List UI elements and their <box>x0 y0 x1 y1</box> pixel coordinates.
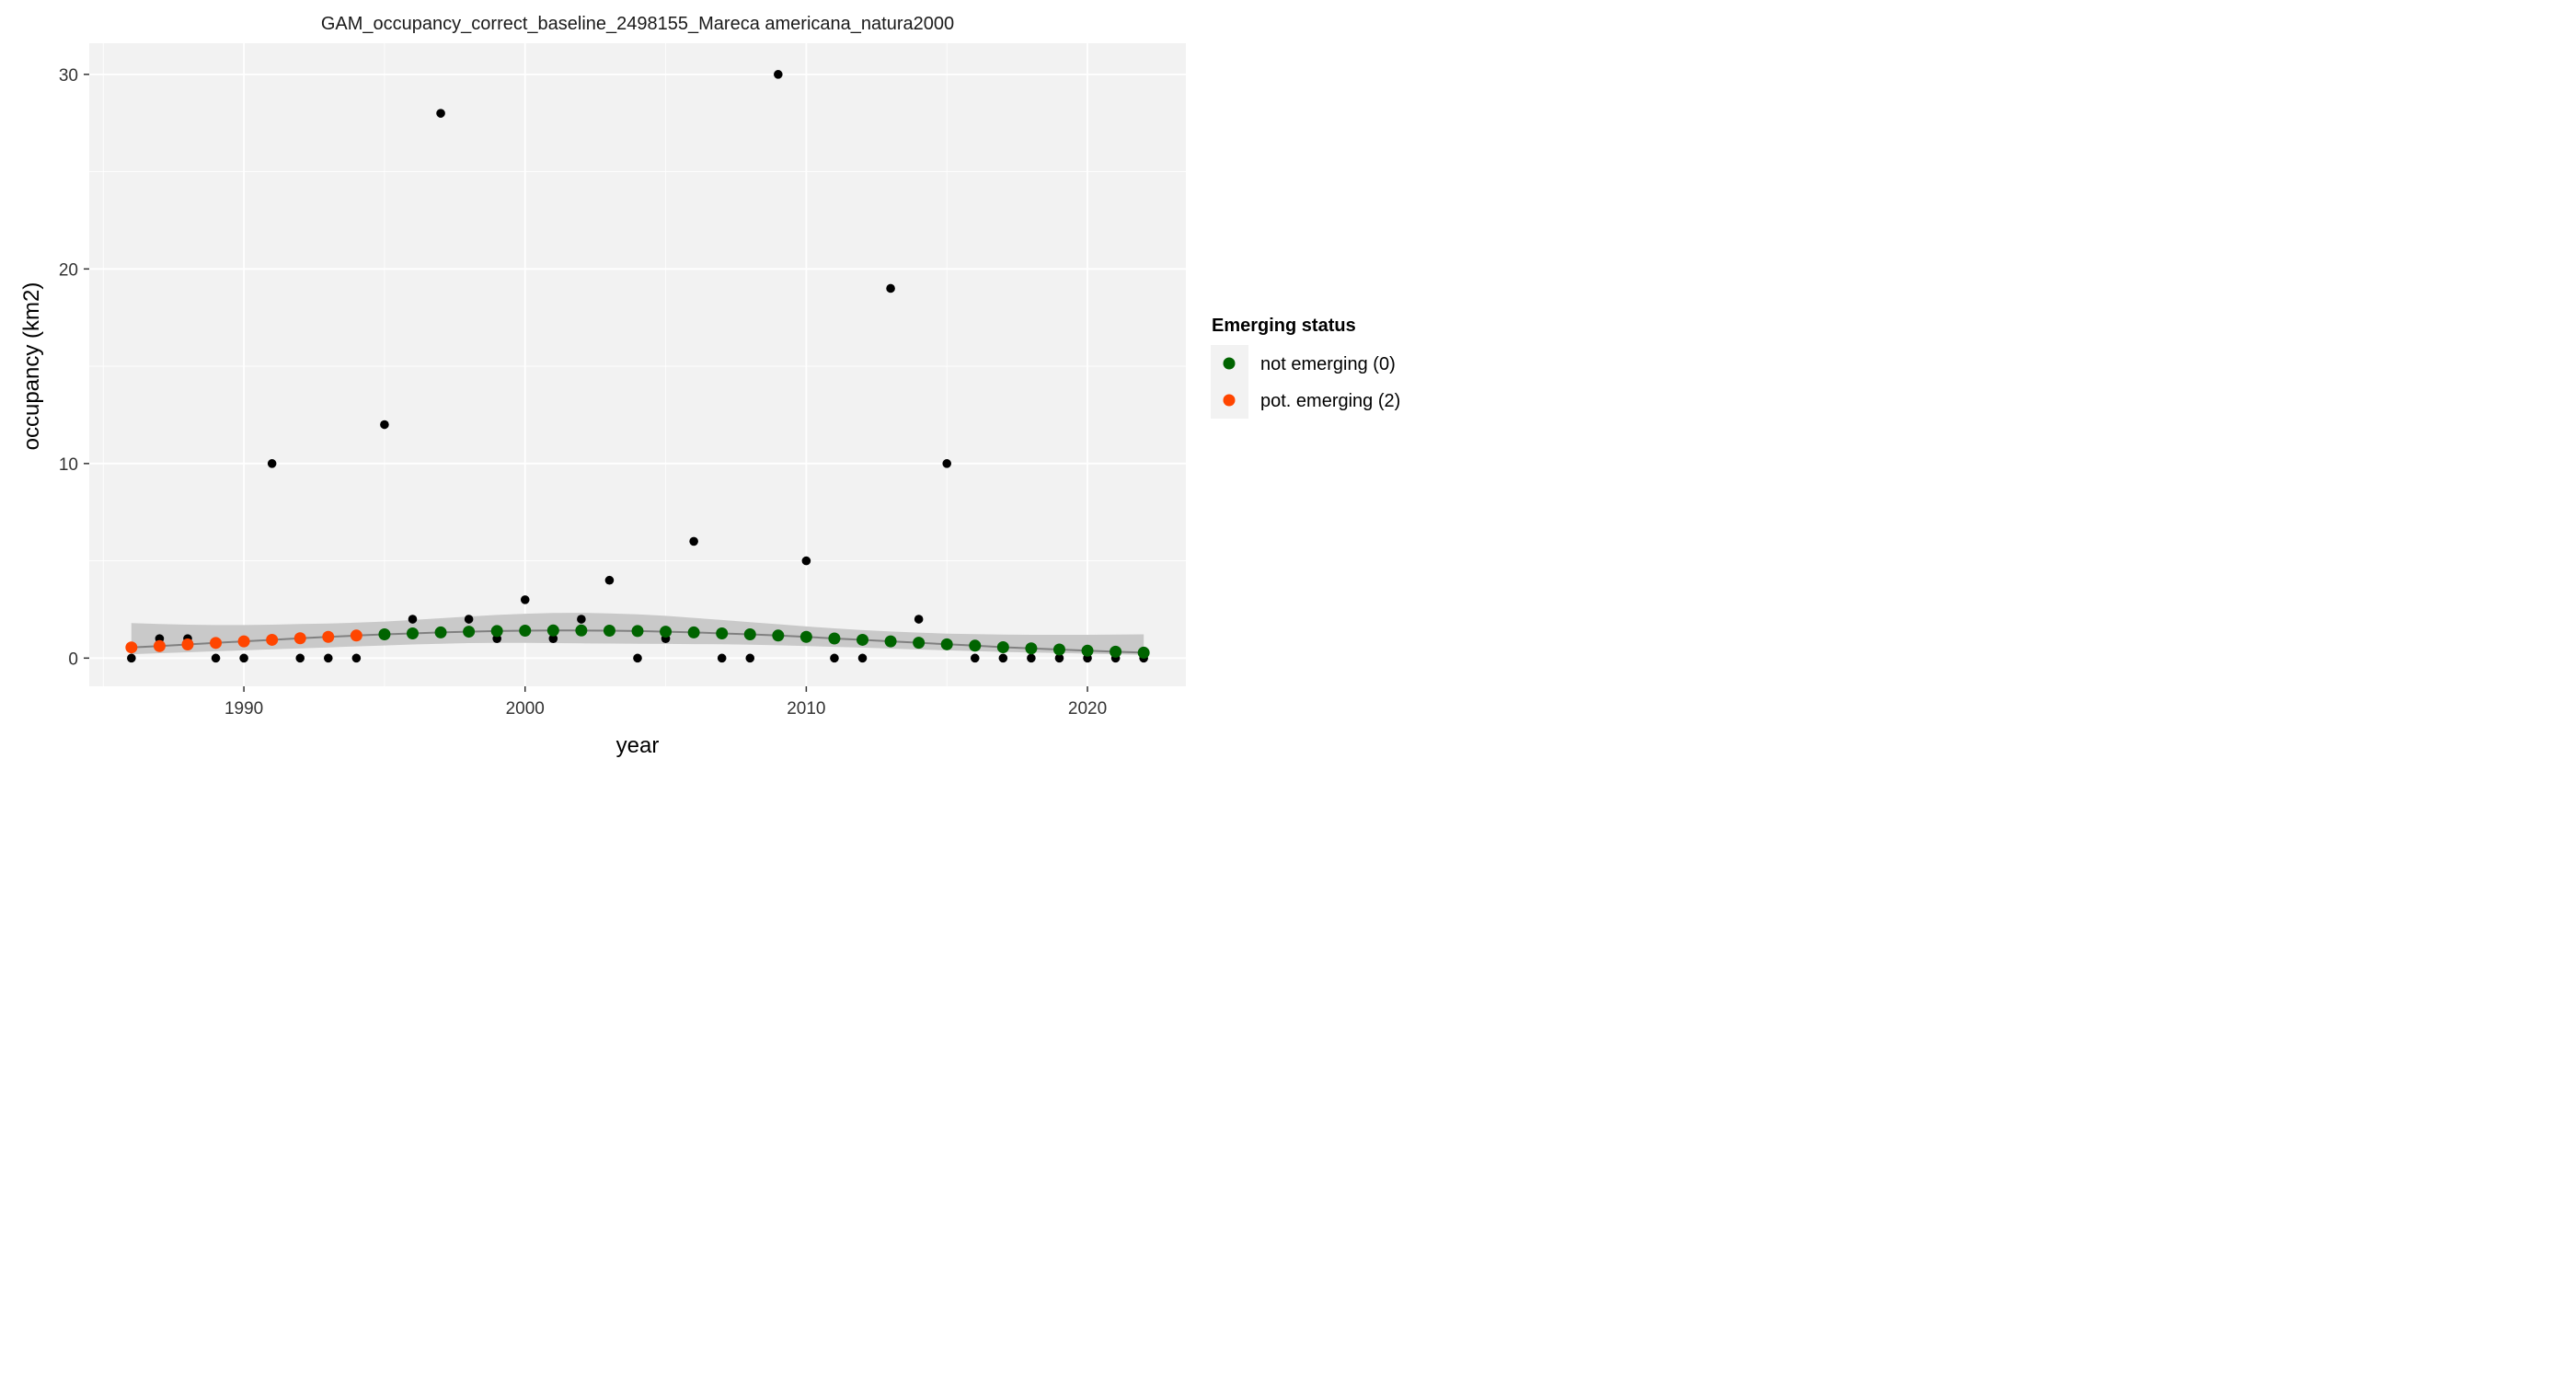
observed-point <box>464 615 474 624</box>
legend-key-pot-emerging <box>1223 394 1236 407</box>
fitted-point-not-emerging <box>772 629 785 642</box>
fitted-point-not-emerging <box>1081 644 1094 657</box>
fitted-point-not-emerging <box>1025 642 1038 655</box>
x-tick-label: 2020 <box>1068 699 1107 719</box>
observed-point <box>998 653 1008 663</box>
fitted-point-not-emerging <box>913 637 926 650</box>
fitted-point-not-emerging <box>828 632 841 645</box>
fitted-point-pot-emerging <box>266 633 279 646</box>
observed-point <box>801 556 811 566</box>
observed-point <box>323 653 333 663</box>
observed-point <box>351 653 362 663</box>
y-axis-title: occupancy (km2) <box>19 282 44 451</box>
observed-point <box>408 615 418 624</box>
x-axis: 1990 2000 2010 2020 <box>224 686 1107 719</box>
plot-panel <box>89 43 1186 686</box>
observed-point <box>745 653 755 663</box>
legend-label-not-emerging: not emerging (0) <box>1260 354 1396 374</box>
fitted-point-not-emerging <box>575 624 588 637</box>
fitted-point-not-emerging <box>1110 645 1122 658</box>
observed-point <box>857 653 868 663</box>
fitted-point-not-emerging <box>799 630 812 643</box>
observed-point <box>577 615 586 624</box>
fitted-point-not-emerging <box>884 635 897 648</box>
observed-point <box>211 653 221 663</box>
observed-point <box>127 653 136 663</box>
observed-point <box>886 283 895 293</box>
observed-point <box>633 653 642 663</box>
observed-point <box>970 653 980 663</box>
fitted-point-not-emerging <box>857 633 869 646</box>
grid-major <box>89 43 1186 686</box>
fitted-point-not-emerging <box>378 628 391 641</box>
observed-point <box>774 70 783 79</box>
fitted-point-not-emerging <box>1137 646 1150 659</box>
chart: GAM_occupancy_correct_baseline_2498155_M… <box>19 14 1400 758</box>
fitted-point-not-emerging <box>716 627 729 639</box>
fitted-point-pot-emerging <box>153 639 166 652</box>
fitted-point-not-emerging <box>969 639 982 652</box>
fitted-point-not-emerging <box>546 624 559 637</box>
y-tick-label: 30 <box>59 66 78 86</box>
legend-label-pot-emerging: pot. emerging (2) <box>1260 391 1400 411</box>
fitted-point-pot-emerging <box>210 637 223 650</box>
fitted-point-not-emerging <box>743 628 756 641</box>
fitted-point-not-emerging <box>490 625 503 638</box>
x-tick-label: 2000 <box>506 699 545 719</box>
fitted-point-not-emerging <box>660 626 673 638</box>
y-tick-label: 0 <box>68 650 78 669</box>
y-tick-label: 20 <box>59 260 78 280</box>
legend: Emerging status not emerging (0) pot. em… <box>1211 316 1400 419</box>
chart-title: GAM_occupancy_correct_baseline_2498155_M… <box>321 14 954 34</box>
fitted-point-not-emerging <box>1052 643 1065 656</box>
observed-point <box>548 634 558 643</box>
fitted-point-pot-emerging <box>322 630 335 643</box>
legend-title: Emerging status <box>1212 316 1356 336</box>
observed-point <box>1054 653 1064 663</box>
fitted-point-not-emerging <box>996 640 1009 653</box>
fitted-point-not-emerging <box>940 638 953 650</box>
fitted-points <box>125 624 1150 659</box>
observed-point <box>267 459 277 468</box>
fitted-point-pot-emerging <box>237 635 250 648</box>
fitted-point-pot-emerging <box>125 641 138 654</box>
x-tick-label: 1990 <box>224 699 263 719</box>
x-axis-title: year <box>616 733 660 758</box>
legend-key-not-emerging <box>1223 357 1236 370</box>
observed-point <box>380 420 389 430</box>
fitted-point-not-emerging <box>603 625 615 638</box>
y-axis: 0 10 20 30 <box>59 66 89 669</box>
fitted-point-pot-emerging <box>293 632 306 645</box>
observed-point <box>520 595 530 604</box>
x-tick-label: 2010 <box>787 699 825 719</box>
fitted-point-not-emerging <box>406 627 419 639</box>
observed-point <box>830 653 839 663</box>
grid-minor <box>89 43 1186 686</box>
fitted-point-not-emerging <box>463 626 476 638</box>
fitted-point-not-emerging <box>519 625 532 638</box>
fitted-point-pot-emerging <box>181 638 194 651</box>
observed-point <box>239 653 248 663</box>
observed-point <box>914 615 924 624</box>
fitted-point-pot-emerging <box>350 629 362 642</box>
observed-point <box>1027 653 1036 663</box>
fitted-point-not-emerging <box>631 625 644 638</box>
observed-point <box>689 536 698 546</box>
y-tick-label: 10 <box>59 455 78 475</box>
observed-point <box>942 459 952 468</box>
fitted-point-not-emerging <box>434 626 447 638</box>
fitted-point-not-emerging <box>687 626 700 638</box>
observed-point <box>295 653 305 663</box>
observed-point <box>717 653 727 663</box>
observed-point <box>604 575 615 585</box>
observed-point <box>436 109 445 118</box>
legend-key-background <box>1211 345 1248 419</box>
